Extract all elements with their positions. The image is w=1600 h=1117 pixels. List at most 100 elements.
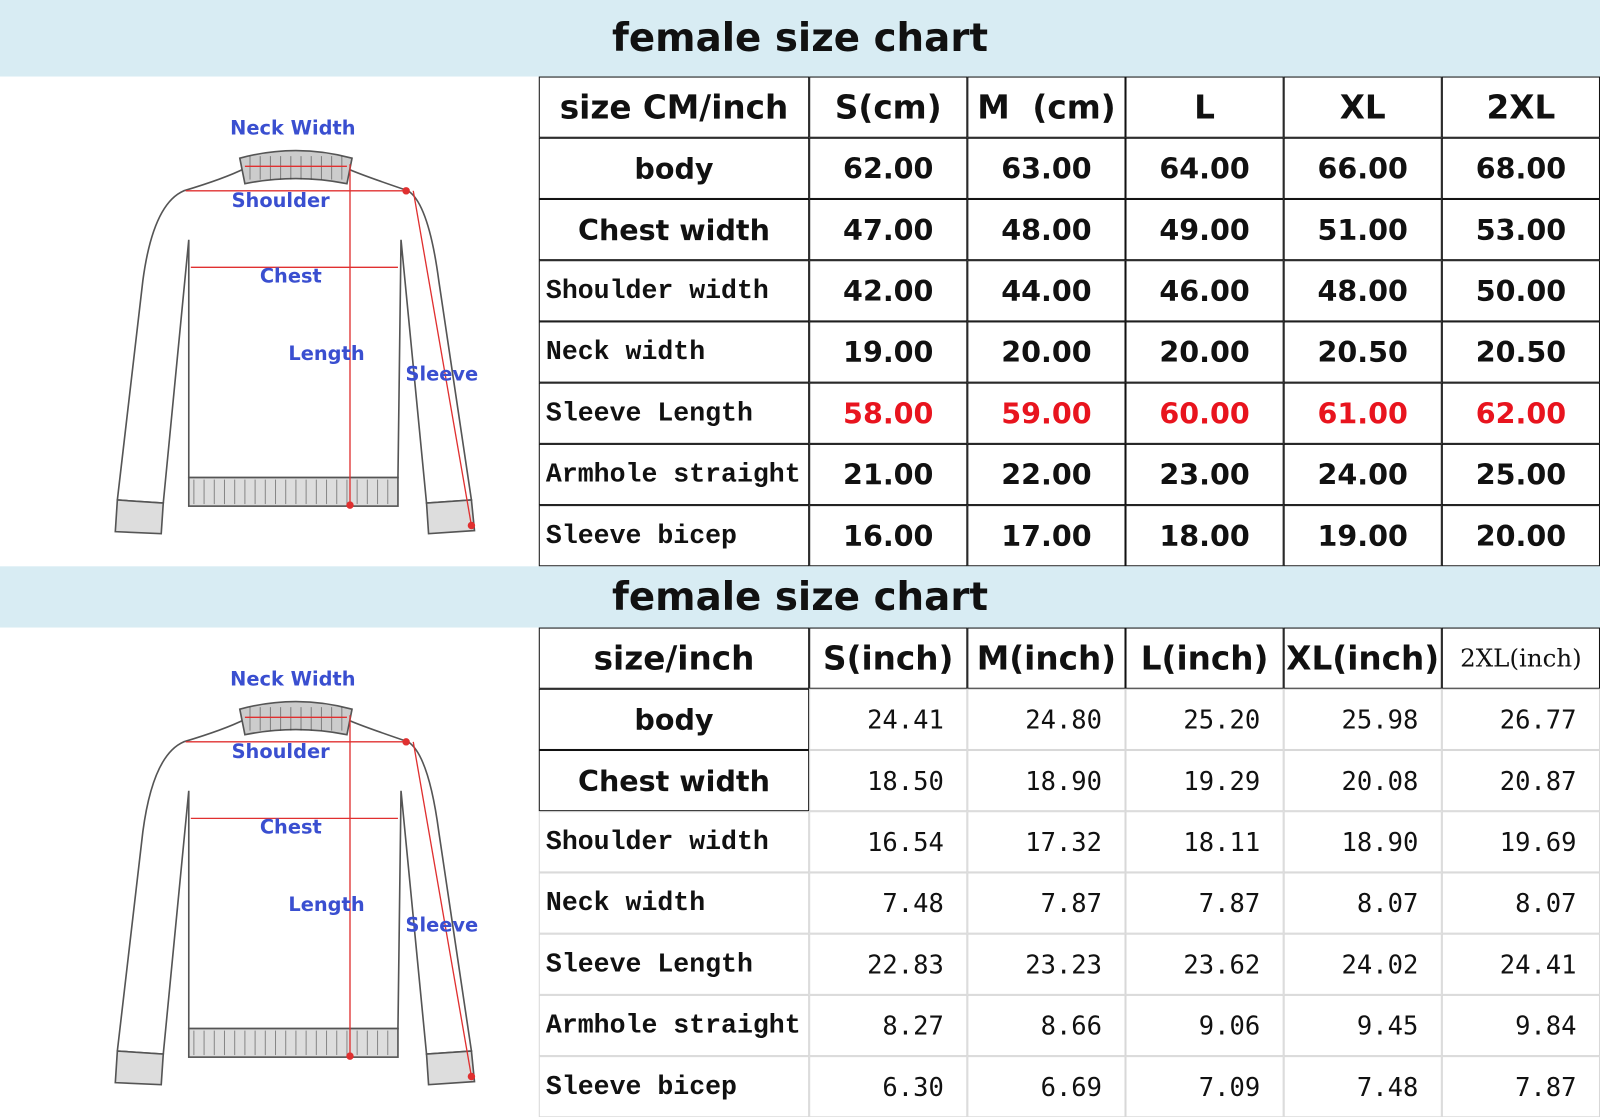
value-cell: 23.23 [967, 933, 1126, 995]
row-label: Sleeve Length [538, 933, 810, 995]
value-cell: 18.50 [809, 749, 968, 812]
header-cell: 2XL [1441, 76, 1600, 138]
value-cell: 17.00 [967, 505, 1126, 567]
diagram-label: Shoulder [232, 740, 331, 763]
diagram-label: Length [288, 893, 364, 916]
header-cell: M (cm) [967, 76, 1126, 138]
value-cell: 61.00 [1283, 382, 1442, 444]
value-cell: 7.48 [809, 872, 968, 934]
value-cell: 24.41 [809, 688, 968, 750]
sweater-diagram: Neck Width Shoulder Chest Length Sleeve [114, 117, 479, 535]
diagram-label: Neck Width [230, 668, 355, 691]
row-label: Armhole straight [538, 443, 810, 506]
value-cell: 19.69 [1441, 811, 1600, 873]
value-cell: 18.11 [1125, 811, 1284, 873]
row-label: Shoulder width [538, 260, 810, 322]
value-cell: 8.27 [809, 994, 968, 1057]
value-cell: 22.83 [809, 933, 968, 995]
value-cell: 16.54 [809, 811, 968, 873]
value-cell: 19.00 [1283, 505, 1442, 567]
header-cell: L(inch) [1125, 627, 1284, 689]
value-cell: 7.87 [1441, 1056, 1600, 1117]
diagram-label: Sleeve [406, 914, 479, 937]
value-cell: 68.00 [1441, 137, 1600, 199]
section-title: female size chart [0, 0, 1600, 77]
diagram-label: Chest [260, 265, 322, 288]
header-cell: M(inch) [967, 627, 1126, 689]
value-cell: 48.00 [967, 198, 1126, 261]
value-cell: 63.00 [967, 137, 1126, 199]
value-cell: 20.50 [1441, 321, 1600, 383]
value-cell: 9.06 [1125, 994, 1284, 1057]
value-cell: 50.00 [1441, 260, 1600, 322]
value-cell: 25.00 [1441, 443, 1600, 506]
value-cell: 58.00 [809, 382, 968, 444]
value-cell: 66.00 [1283, 137, 1442, 199]
value-cell: 47.00 [809, 198, 968, 261]
value-cell: 6.69 [967, 1056, 1126, 1117]
value-cell: 19.29 [1125, 749, 1284, 812]
header-cell: 2XL(inch) [1441, 627, 1600, 689]
row-label: Sleeve Length [538, 382, 810, 444]
row-label: body [538, 137, 810, 199]
value-cell: 23.00 [1125, 443, 1284, 506]
diagram-label: Sleeve [406, 363, 479, 386]
header-cell: XL(inch) [1283, 627, 1442, 689]
value-cell: 21.00 [809, 443, 968, 506]
value-cell: 22.00 [967, 443, 1126, 506]
sweater-diagram: Neck Width Shoulder Chest Length Sleeve [114, 668, 479, 1086]
diagram-label: Shoulder [232, 189, 331, 212]
row-label: Chest width [538, 198, 810, 261]
value-cell: 20.08 [1283, 749, 1442, 812]
value-cell: 8.07 [1283, 872, 1442, 934]
value-cell: 7.48 [1283, 1056, 1442, 1117]
header-cell: XL [1283, 76, 1442, 138]
value-cell: 18.90 [1283, 811, 1442, 873]
value-cell: 20.87 [1441, 749, 1600, 812]
value-cell: 53.00 [1441, 198, 1600, 261]
row-label: Sleeve bicep [538, 1056, 810, 1117]
value-cell: 24.41 [1441, 933, 1600, 995]
value-cell: 48.00 [1283, 260, 1442, 322]
value-cell: 25.98 [1283, 688, 1442, 750]
value-cell: 20.00 [1441, 505, 1600, 567]
row-label: Chest width [538, 749, 810, 812]
value-cell: 18.00 [1125, 505, 1284, 567]
value-cell: 7.09 [1125, 1056, 1284, 1117]
value-cell: 19.00 [809, 321, 968, 383]
section-title: female size chart [0, 566, 1600, 628]
value-cell: 6.30 [809, 1056, 968, 1117]
row-label: Shoulder width [538, 811, 810, 873]
header-cell: S(cm) [809, 76, 968, 138]
value-cell: 25.20 [1125, 688, 1284, 750]
value-cell: 26.77 [1441, 688, 1600, 750]
value-cell: 59.00 [967, 382, 1126, 444]
value-cell: 20.00 [967, 321, 1126, 383]
value-cell: 20.50 [1283, 321, 1442, 383]
row-label: Sleeve bicep [538, 505, 810, 567]
row-label: body [538, 688, 810, 750]
value-cell: 9.84 [1441, 994, 1600, 1057]
value-cell: 9.45 [1283, 994, 1442, 1057]
value-cell: 44.00 [967, 260, 1126, 322]
value-cell: 8.66 [967, 994, 1126, 1057]
value-cell: 42.00 [809, 260, 968, 322]
value-cell: 7.87 [1125, 872, 1284, 934]
value-cell: 46.00 [1125, 260, 1284, 322]
diagram-label: Chest [260, 816, 322, 839]
value-cell: 51.00 [1283, 198, 1442, 261]
value-cell: 64.00 [1125, 137, 1284, 199]
value-cell: 62.00 [809, 137, 968, 199]
row-label: Neck width [538, 321, 810, 383]
header-cell: size CM/inch [538, 76, 810, 138]
value-cell: 17.32 [967, 811, 1126, 873]
header-cell: size/inch [538, 627, 810, 689]
value-cell: 24.02 [1283, 933, 1442, 995]
value-cell: 20.00 [1125, 321, 1284, 383]
diagram-label: Length [288, 342, 364, 365]
value-cell: 62.00 [1441, 382, 1600, 444]
row-label: Armhole straight [538, 994, 810, 1057]
value-cell: 8.07 [1441, 872, 1600, 934]
value-cell: 23.62 [1125, 933, 1284, 995]
